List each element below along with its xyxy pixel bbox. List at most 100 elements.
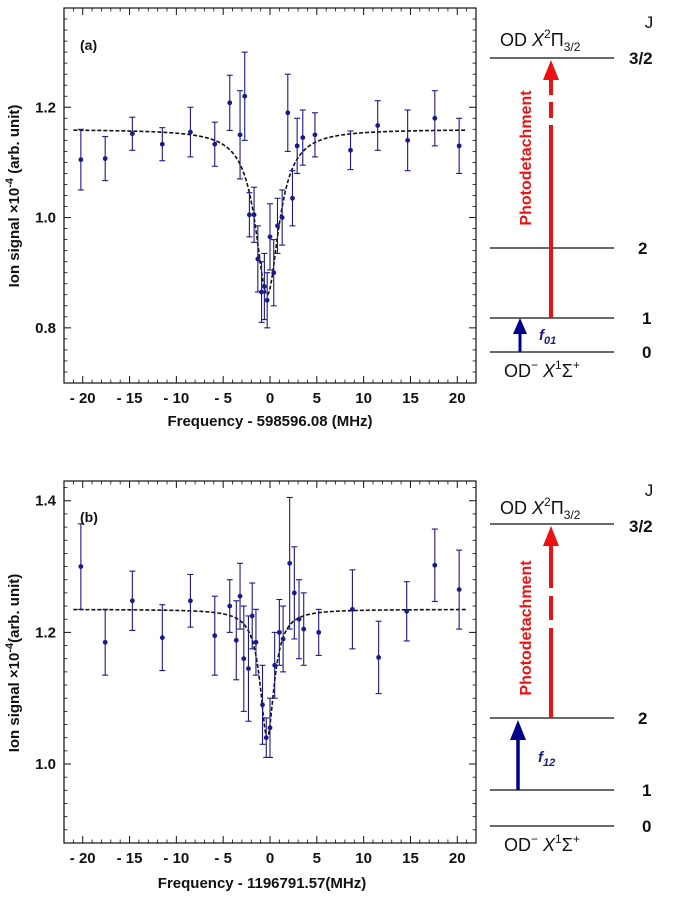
data-point: [159, 604, 166, 672]
data-point: [349, 569, 356, 650]
data-marker: [241, 656, 247, 662]
data-point: [280, 605, 287, 673]
x-tick-label: - 15: [117, 390, 143, 407]
data-point: [456, 117, 463, 174]
level-label-1-b: 1: [642, 781, 651, 800]
panel-label-a: (a): [80, 37, 97, 53]
x-tick-label: 0: [266, 850, 274, 867]
data-point: [129, 570, 136, 631]
x-axis-title-a: Frequency - 598596.08 (MHz): [167, 413, 372, 430]
x-tick-label: - 15: [117, 850, 143, 867]
data-point: [296, 579, 303, 660]
data-points-a: [77, 51, 463, 329]
energy-diagram-a: J OD X2Π3/2 3/2 2 1 0 OD− X1Σ+ Photodeta…: [490, 13, 653, 381]
data-point: [249, 582, 256, 650]
data-point: [374, 100, 381, 151]
data-marker: [237, 132, 243, 138]
data-point: [240, 605, 247, 712]
data-point: [77, 523, 84, 610]
transition-label-b: f12: [538, 749, 555, 769]
level-label-0-a: 0: [642, 343, 651, 362]
data-marker: [432, 562, 438, 568]
data-marker: [375, 123, 381, 128]
y-tick-label: 1.2: [35, 624, 56, 641]
data-point: [233, 600, 240, 681]
data-point: [315, 608, 322, 656]
data-point: [291, 546, 298, 640]
data-marker: [404, 608, 410, 614]
data-point: [276, 598, 283, 666]
level-label-3-2-a: 3/2: [629, 49, 653, 68]
x-tick-label: 0: [266, 390, 274, 407]
x-tick-label: 20: [449, 850, 466, 867]
photodetachment-arrowhead-b: [543, 526, 559, 546]
level-label-2-a: 2: [638, 239, 647, 258]
data-marker: [78, 564, 84, 569]
fit-curve-a: [73, 129, 467, 296]
plot-frame-b: [63, 480, 477, 844]
data-point: [261, 252, 268, 321]
level-label-3-2-b: 3/2: [629, 517, 653, 536]
data-marker: [312, 132, 318, 138]
data-point: [251, 186, 258, 243]
transition-arrowhead-a: [513, 318, 527, 334]
data-point: [254, 225, 261, 293]
data-point: [267, 203, 273, 271]
data-point: [403, 581, 410, 642]
data-marker: [253, 639, 259, 645]
data-marker: [275, 223, 280, 229]
x-tick-label: - 10: [163, 390, 189, 407]
data-point: [187, 573, 194, 628]
data-point: [271, 631, 278, 699]
data-point: [187, 106, 194, 158]
data-marker: [227, 100, 233, 106]
chart-panel-a: - 20 - 15 - 10 - 5 0 5 10 15 20 0.8 1.0 1.2 (a) Ion…: [4, 7, 477, 430]
data-point: [294, 117, 301, 174]
data-point: [274, 197, 281, 254]
data-point: [347, 130, 354, 171]
data-marker: [456, 143, 462, 149]
data-marker: [376, 654, 382, 660]
data-marker: [188, 129, 193, 135]
data-point: [299, 109, 306, 166]
data-marker: [279, 215, 285, 220]
data-marker: [247, 212, 252, 218]
data-point: [252, 608, 259, 676]
data-marker: [159, 141, 165, 147]
data-marker: [267, 725, 273, 731]
data-point: [264, 272, 271, 329]
j-header-a: J: [645, 13, 654, 32]
y-tick-label: 1.0: [35, 210, 56, 227]
data-marker: [285, 110, 291, 116]
level-label-2-b: 2: [638, 709, 647, 728]
data-point: [246, 192, 253, 238]
lower-state-label-a: OD− X1Σ+: [504, 358, 580, 381]
photodetachment-label-b: Photodetachment: [518, 560, 535, 696]
energy-diagram-b: J OD X2Π3/2 3/2 2 1 0 OD− X1Σ+ Photodeta…: [490, 481, 653, 855]
data-marker: [227, 603, 233, 609]
x-tick-label: 5: [313, 850, 321, 867]
data-marker: [261, 284, 267, 289]
x-tick-label: 15: [402, 850, 419, 867]
panel-label-b: (b): [80, 509, 98, 525]
data-marker: [159, 635, 165, 641]
data-point: [211, 595, 218, 676]
data-marker: [102, 639, 108, 645]
data-point: [431, 90, 438, 147]
data-marker: [300, 135, 306, 140]
data-marker: [260, 702, 265, 708]
data-marker: [294, 143, 300, 149]
x-tick-label: - 5: [214, 390, 232, 407]
data-point: [226, 74, 233, 131]
data-point: [159, 127, 166, 162]
y-axis-title-b: Ion signal ×10-4(arb. unit): [4, 574, 23, 753]
data-point: [431, 528, 438, 602]
data-marker: [456, 587, 462, 592]
data-marker: [296, 616, 302, 622]
y-tick-label: 0.8: [35, 320, 56, 337]
data-point: [456, 549, 463, 630]
data-marker: [405, 137, 411, 143]
photodetachment-arrowhead-a: [543, 60, 559, 80]
data-marker: [129, 131, 135, 137]
x-tick-label: - 20: [70, 850, 96, 867]
